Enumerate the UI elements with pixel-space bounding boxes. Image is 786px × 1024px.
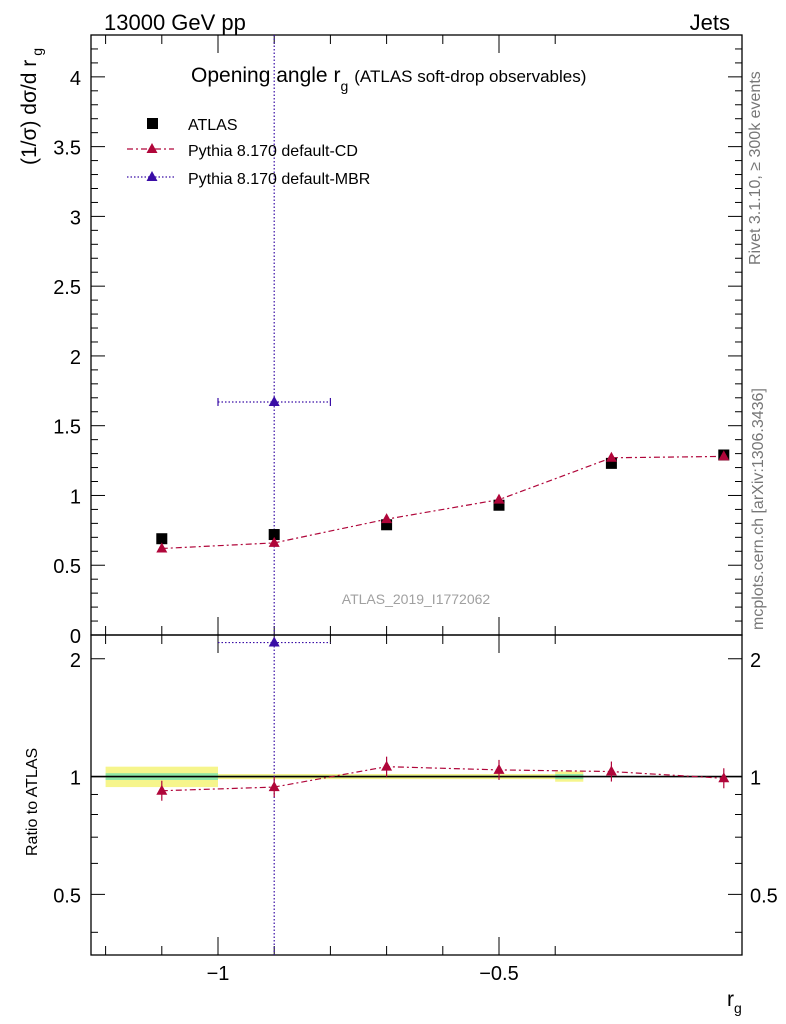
legend-marker-cd	[146, 143, 158, 153]
legend-label-atlas: ATLAS	[188, 117, 238, 134]
cd-point	[268, 536, 280, 547]
main-ytick-label: 3	[70, 207, 81, 229]
ratio-xlabel: rg	[727, 988, 742, 1016]
atlas-point	[605, 457, 617, 469]
main-ytick-label: 3.5	[53, 138, 81, 160]
cd-point	[156, 542, 168, 553]
ratio-cd-point	[493, 763, 505, 774]
ratio-bands	[91, 766, 742, 788]
main-title-rest: (ATLAS soft-drop observables)	[354, 67, 586, 86]
legend-marker-atlas	[147, 118, 158, 129]
cd-point	[718, 450, 730, 461]
main-ylabel-text: (1/σ) dσ/d r	[18, 60, 41, 165]
ratio-ytick-label: 1	[70, 768, 81, 790]
main-ticks: 0 0.5 1 1.5 2 2.5 3 3.5 4	[53, 35, 742, 648]
main-ytick-label: 4	[70, 68, 81, 90]
ratio-ytick-label: 2	[70, 650, 81, 672]
main-ytick-label: 0	[70, 626, 81, 648]
ratio-cd-line	[161, 766, 724, 792]
legend-label-mbr: Pythia 8.170 default-MBR	[188, 171, 370, 188]
mcplots-label: mcplots.cern.ch [arXiv:1306.3436]	[750, 388, 767, 630]
ratio-series	[156, 636, 730, 955]
ratio-cd-point	[605, 765, 617, 776]
legend-label-cd: Pythia 8.170 default-CD	[188, 143, 358, 160]
main-title-text: Opening angle r	[191, 64, 340, 87]
main-panel: 00.511.522.533.54 Opening angle rg (ATLAS…	[18, 34, 743, 648]
main-title: Opening angle rg (ATLAS soft-drop observa…	[191, 64, 586, 94]
ratio-xtick-label: −1	[207, 963, 230, 985]
ratio-ticks: 0.5 0.5 1 1 2 2 −1 −0.5	[53, 635, 778, 985]
main-ylabel-subscript: g	[29, 48, 45, 56]
ratio-ylabel: Ratio to ATLAS	[24, 748, 41, 856]
main-ylabel: (1/σ) dσ/d r g	[18, 48, 45, 165]
atlas-point	[268, 529, 280, 541]
atlas-point	[381, 519, 393, 531]
ratio-cd-point	[718, 772, 730, 783]
ratio-cd-point	[156, 784, 168, 795]
ratio-frame	[90, 634, 743, 956]
main-ytick-label: 2.5	[53, 277, 81, 299]
ratio-cd-point	[381, 760, 393, 771]
ratio-cd-point	[268, 781, 280, 792]
ratio-ytick-label: 0.5	[53, 885, 81, 907]
cd-point	[605, 451, 617, 462]
legend-marker-mbr	[146, 171, 158, 181]
cd-point	[493, 493, 505, 504]
ratio-ytick-label-right: 2	[750, 650, 761, 672]
mbr-point	[268, 395, 280, 406]
main-ytick-label: 0.5	[53, 556, 81, 578]
header-left: 13000 GeV pp	[104, 10, 246, 35]
rivet-label: Rivet 3.1.10, ≥ 300k events	[747, 71, 764, 265]
legend: ATLAS Pythia 8.170 default-CD Pythia 8.1…	[127, 117, 370, 188]
main-ytick-label: 2	[70, 347, 81, 369]
watermark: ATLAS_2019_I1772062	[342, 591, 491, 607]
ratio-panel: 0.5 0.5 1 1 2 2 −1 −0.5 Ratio to ATLAS rg	[24, 634, 778, 1016]
cd-point	[381, 513, 393, 524]
main-series	[156, 35, 730, 635]
ratio-xlabel-text: r	[727, 988, 734, 1011]
ratio-ytick-label-right: 0.5	[750, 885, 778, 907]
cd-line	[161, 455, 724, 550]
atlas-point	[156, 533, 168, 545]
ratio-xlabel-subscript: g	[734, 1000, 742, 1016]
ratio-xtick-label: −0.5	[479, 963, 518, 985]
ratio-ytick-label-right: 1	[750, 768, 761, 790]
ratio-mbr-point	[268, 636, 280, 647]
header-right: Jets	[690, 10, 730, 35]
atlas-point	[493, 499, 505, 511]
main-ytick-label: 1	[70, 486, 81, 508]
main-ytick-label: 1.5	[53, 417, 81, 439]
main-title-subscript: g	[340, 78, 348, 94]
